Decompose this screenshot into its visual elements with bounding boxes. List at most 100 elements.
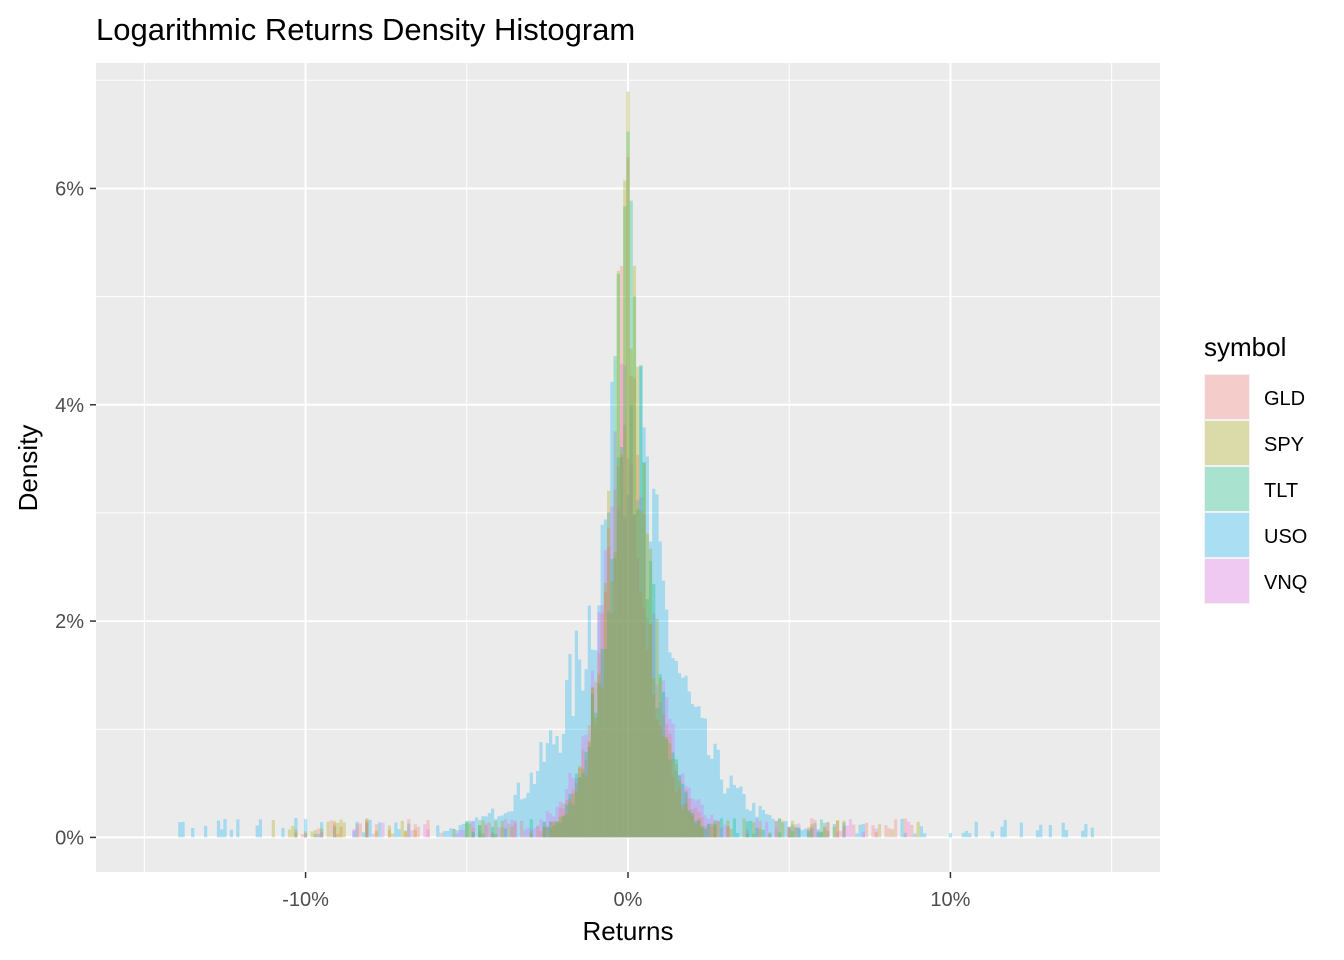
histogram-bar [381,822,385,838]
histogram-bar [700,804,704,838]
histogram-bar [368,819,372,838]
histogram-bar [490,832,495,838]
histogram-bar [758,828,762,838]
histogram-bar [581,772,585,838]
histogram-bar [645,599,649,838]
histogram-bar [665,724,669,838]
histogram-bar [581,736,585,838]
histogram-bar [490,826,495,838]
histogram-bar [648,624,653,838]
legend-key-tlt [1205,467,1249,511]
histogram-bar [487,822,491,838]
histogram-bar [774,820,778,838]
histogram-bar [461,829,466,838]
histogram-bar [787,826,791,838]
histogram-bar [684,802,688,838]
histogram-bar [761,810,766,838]
histogram-bar [645,533,649,838]
histogram-bar [587,725,591,838]
histogram-bar [819,831,824,838]
histogram-bar [574,778,579,838]
histogram-bar [745,829,749,838]
histogram-bar [690,815,695,838]
histogram-bar [500,820,504,838]
histogram-bar [655,618,659,838]
histogram-bar [710,823,714,838]
histogram-bar [613,557,617,838]
histogram-bar [610,506,614,838]
histogram-bar [671,658,675,838]
histogram-bar [813,819,817,838]
histogram-bar [426,820,430,838]
histogram-bar [671,776,675,838]
histogram-bar [732,784,737,838]
histogram-bar [561,816,566,838]
histogram-bar [313,830,317,838]
histogram-bar [255,825,259,838]
histogram-bar [752,802,756,838]
histogram-bar [426,829,430,838]
histogram-bar [658,703,662,838]
histogram-bar [539,818,543,838]
histogram-bar [287,829,292,838]
histogram-bar [365,822,369,838]
histogram-bar [810,818,814,838]
histogram-bar [632,514,637,838]
y-tick-label: 0% [55,827,84,849]
histogram-bar [590,694,595,838]
histogram-bar [723,793,727,838]
histogram-bar [797,827,801,838]
histogram-bar [616,457,620,838]
histogram-bar [639,365,643,838]
histogram-bar [877,824,882,838]
legend: symbol GLD SPY TLT USO VNQ [1204,332,1307,604]
histogram-bar [687,787,691,838]
histogram-bar [584,669,588,838]
histogram-bar [532,783,537,838]
histogram-bar [706,755,711,838]
histogram-bar [558,816,562,838]
histogram-bar [387,825,392,838]
histogram-bar [332,826,337,838]
histogram-bar [626,494,630,838]
histogram-bar [745,821,749,838]
histogram-bar [574,630,579,838]
histogram-bar [703,718,707,838]
histogram-bar [713,819,717,838]
histogram-bar [565,804,569,838]
histogram-bar [894,819,898,838]
series-tlt [465,131,824,838]
histogram-bar [787,826,791,838]
histogram-bar [790,824,795,838]
histogram-bar [581,749,585,838]
histogram-bar [510,819,514,838]
histogram-bar [352,829,356,838]
histogram-bar [629,404,633,838]
histogram-bar [797,823,801,838]
histogram-bar [497,816,501,838]
histogram-bar [545,743,549,838]
histogram-bar [326,821,330,838]
histogram-bar [803,828,807,838]
histogram-bar [481,816,485,838]
histogram-bar [861,824,865,838]
histogram-bar [706,823,711,838]
histogram-bar [781,820,785,838]
histogram-bar [542,827,546,838]
histogram-bar [452,828,456,838]
histogram-bar [703,815,707,838]
histogram-bar [619,447,624,838]
histogram-bar [787,828,791,838]
histogram-bar [697,812,701,838]
x-tick-label: -10% [282,889,329,911]
histogram-bar [578,776,582,838]
histogram-bar [539,742,543,838]
histogram-bar [661,692,666,838]
histogram-bar [681,773,685,838]
histogram-bar [700,827,704,838]
histogram-bar [697,706,701,838]
histogram-bar [191,828,195,838]
histogram-bar [690,798,695,838]
histogram-bar [510,811,514,838]
histogram-bar [726,820,730,838]
